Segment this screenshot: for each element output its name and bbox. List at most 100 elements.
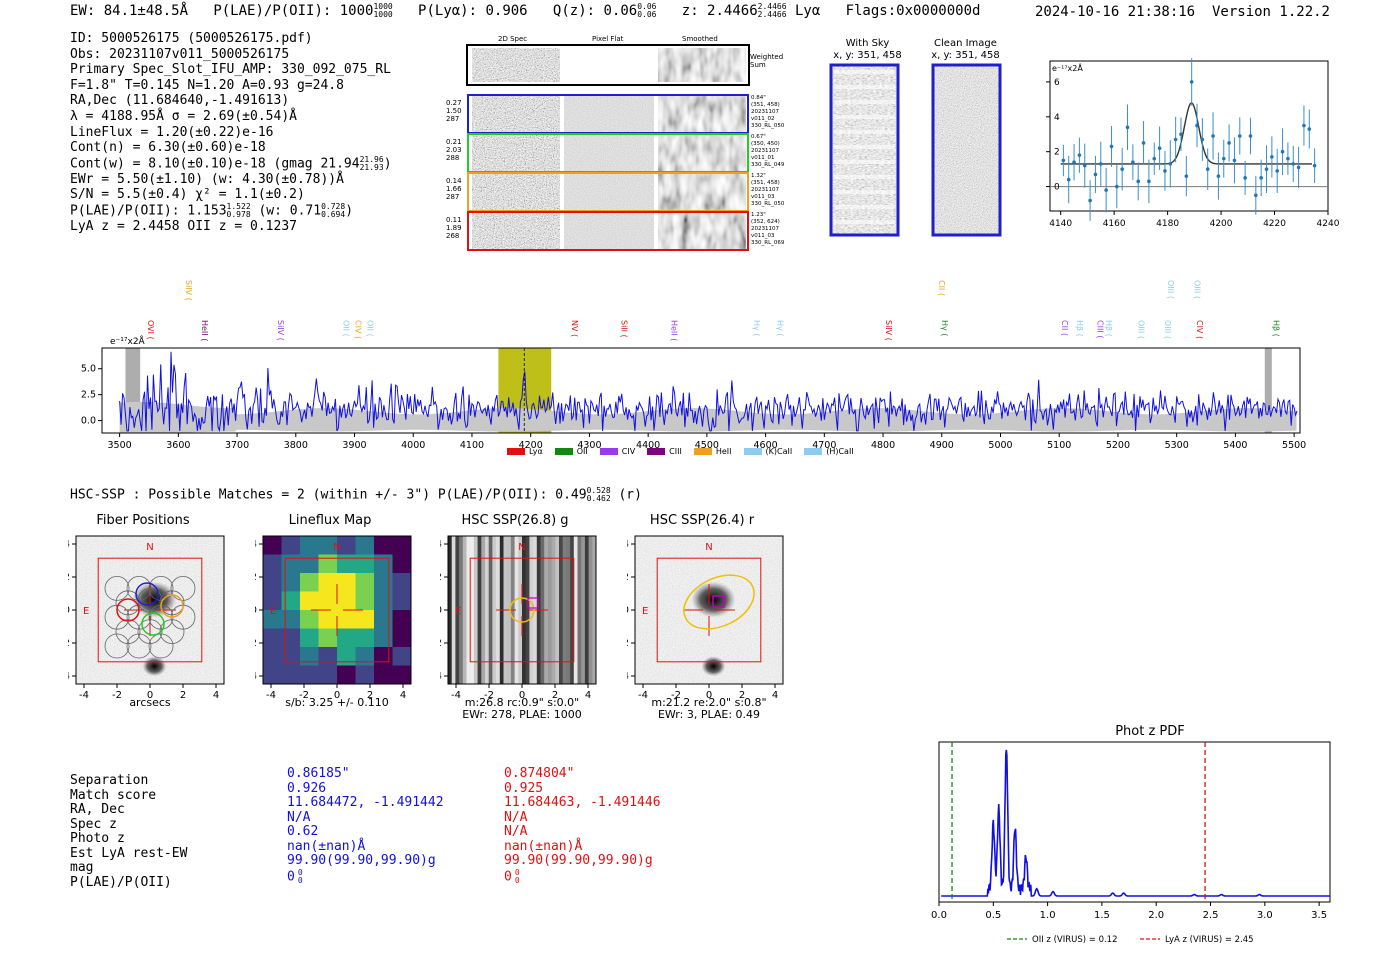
caption-line: arcsecs (129, 696, 171, 709)
spectrum-xtick-label: 5500 (1282, 440, 1306, 451)
range-lo: 0 (297, 875, 303, 885)
col-smoothed: Smoothed (682, 35, 718, 43)
lineflux-cell (355, 536, 375, 555)
lineflux-cell (392, 647, 412, 666)
zoom-data-point (1104, 188, 1108, 192)
spectrum-ytick-label: 2.5 (81, 390, 96, 401)
spectrum-xtick-label: 3800 (284, 440, 308, 451)
zoom-data-point (1136, 179, 1141, 184)
line-label: OIII ( (1137, 320, 1146, 339)
lineflux-cell (374, 591, 393, 611)
row-right-value: 0.67" (751, 134, 766, 140)
fiber-circle (104, 633, 130, 659)
sky-stripe (834, 85, 895, 89)
hsc-panel-title: HSC SSP(26.4) r (649, 513, 755, 528)
fiber-orange (160, 594, 184, 618)
fiber-circle (126, 604, 152, 630)
match-value-text: nan(±nan)Å (287, 838, 366, 854)
line-label: SiIV ( (184, 280, 193, 301)
photz-xtick-label: 3.5 (1311, 910, 1327, 921)
row-left-stats: 0.11 1.89 268 (446, 216, 462, 240)
panel-xtick-label: 0 (519, 690, 525, 701)
hsc-title: HSC-SSP : Possible Matches = 2 (within +… (70, 487, 642, 503)
lineflux-cell (392, 573, 412, 592)
fiber-circle (148, 576, 174, 601)
lineflux-cell (392, 536, 412, 555)
zoom-data-point (1211, 134, 1215, 138)
range-hi: 0 (514, 867, 520, 877)
line-label: OII ( (365, 320, 374, 337)
legend-label: HeII (715, 447, 732, 456)
spectrum-xtick-label: 4000 (401, 440, 425, 451)
spectrum-xtick-label: 4800 (871, 440, 895, 451)
match-value-text: N/A (287, 809, 311, 825)
row-smoothed (658, 135, 746, 171)
row-pixel-flat (564, 213, 654, 249)
lineflux-cell (337, 665, 356, 685)
lineflux-cell (300, 665, 319, 685)
spectrum-xtick-label: 4900 (930, 440, 954, 451)
photz-xtick-label: 1.0 (1040, 910, 1056, 921)
clean-image-title: Clean Image x, y: 351, 458 (918, 38, 1013, 62)
zoom-data-point (1312, 163, 1317, 168)
panel-xtick-label: 4 (400, 690, 406, 701)
zoom-xtick-label: 4240 (1317, 219, 1340, 229)
spectrum-xtick-label: 4700 (812, 440, 836, 451)
hsc-g-stripe (570, 536, 575, 684)
caption-line: EWr: 3, PLAE: 0.49 (657, 708, 761, 721)
hsc-plae-range: 0.528 0.462 (587, 487, 611, 503)
match-value: 0.62 (287, 824, 444, 840)
with-sky-title: With Sky x, y: 351, 458 (820, 38, 915, 62)
row-left-value: 0.21 (446, 138, 462, 146)
match-value: N/A (287, 809, 444, 826)
panel-ytick-label: -4 (627, 671, 629, 682)
photz-chart: 0.0 0.5 1.0 1.5 2.0 2.5 3.0 3.5 OII z (VIRUS) = … (931, 741, 1331, 945)
panel-frame (634, 535, 784, 685)
row-right-value: 20231107 (751, 187, 779, 193)
panel-ytick-label: 2 (255, 572, 257, 583)
lineflux-cell (263, 573, 282, 592)
line-label: SiIV ( (884, 320, 893, 341)
lineflux-cell (281, 647, 301, 666)
contw-hi: 21.96 (359, 154, 384, 164)
hsc-g-stripe (492, 536, 497, 684)
sky-stripe (834, 70, 895, 74)
panel-xtick-label: 0 (334, 690, 340, 701)
qz-hi: 0.06 (637, 2, 657, 11)
panel-ytick-label: 4 (68, 539, 70, 550)
lineflux-cell (392, 665, 412, 685)
panel-ytick-label: -4 (68, 671, 70, 682)
zoom-data-point (1270, 155, 1274, 159)
lineflux-cell (337, 536, 356, 555)
row-right-info: 1.32" (351, 458) 20231107 v011_03 330_RL_050 (751, 173, 784, 208)
row-right-value: 330_RL_050 (751, 201, 785, 207)
panel-frame (75, 535, 225, 685)
zoom-xtick-label: 4200 (1210, 219, 1233, 229)
match-value: 0.86185" (287, 766, 444, 782)
spectrum-xtick-label: 3700 (225, 440, 249, 451)
row-right-value: 20231107 (751, 109, 779, 115)
hsc-g-stripe (577, 536, 582, 684)
zoom-data-point (1248, 134, 1253, 138)
zoom-data-point (1163, 169, 1167, 173)
hsc-g-stripe (473, 536, 479, 684)
match-label: Est LyA rest-EW (70, 845, 188, 861)
zoom-data-point (1152, 156, 1157, 161)
lineflux-cell (355, 573, 375, 592)
row-right-value: 0.84" (751, 95, 766, 101)
detection-info: ID: 5000526175 (5000526175.pdf) Obs: 202… (70, 31, 392, 235)
photz-pdf-line (941, 749, 1330, 897)
lineflux-cell (374, 610, 393, 629)
sky-stripe (834, 220, 895, 224)
panel-frame (262, 535, 412, 685)
photz-xtick-label: 1.5 (1094, 910, 1110, 921)
col-2d-spec: 2D Spec (498, 35, 528, 43)
zoom-data-point (1205, 167, 1210, 171)
zoom-data-point (1061, 158, 1066, 163)
lineflux-cell (263, 591, 282, 611)
panel-ytick-label: 0 (440, 605, 442, 616)
contw-text: Cont(w) = 8.10(±0.10)e-18 (gmag 21.94 (70, 156, 360, 172)
sky-clean-images (829, 63, 1002, 237)
row-right-value: 330_RL_069 (751, 240, 785, 246)
